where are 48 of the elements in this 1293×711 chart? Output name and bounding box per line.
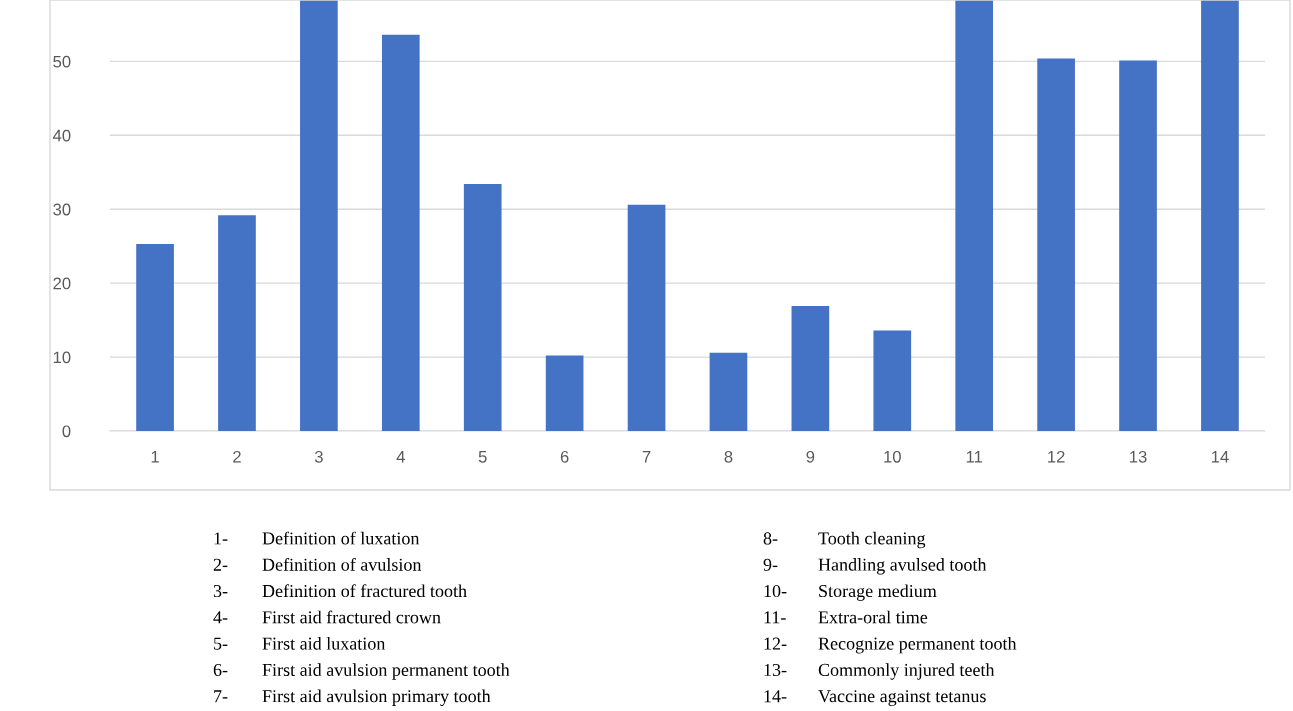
text: 3- Definition of fractured tooth bbox=[213, 584, 467, 598]
text: 12- Recognize permanent tooth bbox=[764, 636, 1017, 654]
bar bbox=[873, 330, 912, 431]
bar bbox=[627, 204, 666, 431]
y-tick-label: 50 bbox=[53, 55, 71, 68]
bar bbox=[381, 34, 420, 431]
x-tick-label: 2 bbox=[233, 450, 241, 463]
bar bbox=[136, 243, 174, 431]
bar bbox=[791, 306, 830, 431]
y-tick-label: 40 bbox=[52, 129, 71, 142]
text: 5- First aid luxation bbox=[214, 637, 386, 650]
x-tick-label: 13 bbox=[1130, 450, 1147, 463]
x-tick-label: 1 bbox=[151, 451, 159, 463]
y-tick-label: 10 bbox=[53, 351, 71, 364]
text: 2- Definition of avulsion bbox=[213, 557, 422, 571]
y-tick-label: 0 bbox=[62, 425, 71, 438]
bar bbox=[709, 352, 748, 431]
bar bbox=[1201, 0, 1239, 431]
x-tick-label: 8 bbox=[724, 450, 733, 463]
text: 4- First aid fractured crown bbox=[213, 610, 441, 624]
x-tick-label: 6 bbox=[560, 450, 569, 463]
x-tick-label: 12 bbox=[1048, 450, 1065, 463]
x-tick-label: 9 bbox=[806, 450, 815, 463]
text: 10- Storage medium bbox=[764, 584, 937, 601]
text: 6- First aid avulsion permanent tooth bbox=[213, 663, 510, 680]
x-tick-label: 10 bbox=[884, 450, 901, 463]
x-tick-label: 3 bbox=[314, 450, 323, 463]
text: 9- Handling avulsed tooth bbox=[763, 558, 987, 575]
x-tick-label: 14 bbox=[1211, 451, 1229, 463]
text: 13- Commonly injured teeth bbox=[764, 663, 995, 680]
x-tick-label: 4 bbox=[396, 451, 405, 463]
bar bbox=[955, 0, 994, 431]
text: 11- Extra-oral time bbox=[764, 610, 928, 624]
y-tick-label: 30 bbox=[53, 203, 71, 216]
x-tick-label: 7 bbox=[642, 451, 651, 463]
text: 8- Tooth cleaning bbox=[763, 531, 926, 549]
text: 1- Definition of luxation bbox=[214, 531, 420, 545]
bar bbox=[545, 355, 584, 431]
bar bbox=[1119, 60, 1157, 431]
bar bbox=[218, 215, 256, 431]
bar bbox=[1037, 58, 1075, 431]
text: 14- Vaccine against tetanus bbox=[764, 690, 986, 706]
x-tick-label: 11 bbox=[966, 451, 983, 463]
text: 7- First aid avulsion primary tooth bbox=[214, 689, 491, 707]
x-tick-label: 5 bbox=[478, 451, 487, 463]
bar bbox=[463, 184, 502, 431]
y-tick-label: 20 bbox=[53, 277, 71, 290]
bar bbox=[300, 0, 338, 431]
